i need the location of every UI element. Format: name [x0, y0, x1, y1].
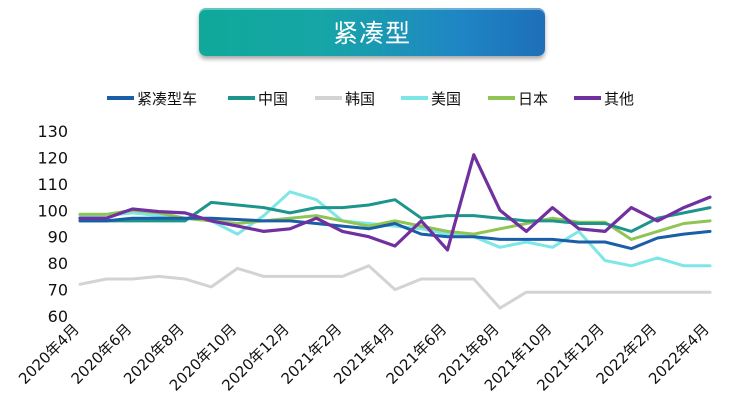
y-axis: 60 70 80 90 100 110 120 130: [37, 122, 68, 326]
legend-label: 中国: [258, 90, 288, 108]
series-line-1: [78, 198, 712, 233]
series-line-2: [78, 264, 712, 310]
y-tick-label: 110: [37, 175, 68, 194]
y-tick-label: 100: [37, 201, 68, 220]
series-line-0: [78, 216, 712, 251]
y-tick-label: 130: [37, 122, 68, 141]
y-tick-label: 90: [48, 228, 68, 247]
legend-label: 紧凑型车: [137, 90, 197, 108]
series-lines: [78, 153, 712, 310]
y-tick-label: 70: [48, 281, 68, 300]
y-tick-label: 120: [37, 148, 68, 167]
legend-label: 韩国: [345, 90, 375, 108]
series-line-5: [78, 153, 712, 252]
chart-title: 紧凑型: [332, 19, 411, 48]
legend-label: 美国: [431, 90, 461, 108]
chart-title-banner: 紧凑型: [199, 8, 545, 56]
x-axis: 2020年4月2020年6月2020年8月2020年10月2020年12月202…: [15, 320, 713, 394]
legend-label: 日本: [518, 90, 548, 108]
legend-label: 其他: [604, 90, 634, 108]
y-tick-label: 60: [48, 307, 68, 326]
legend: 紧凑型车 中国 韩国 美国 日本 其他: [107, 90, 634, 108]
y-tick-label: 80: [48, 254, 68, 273]
